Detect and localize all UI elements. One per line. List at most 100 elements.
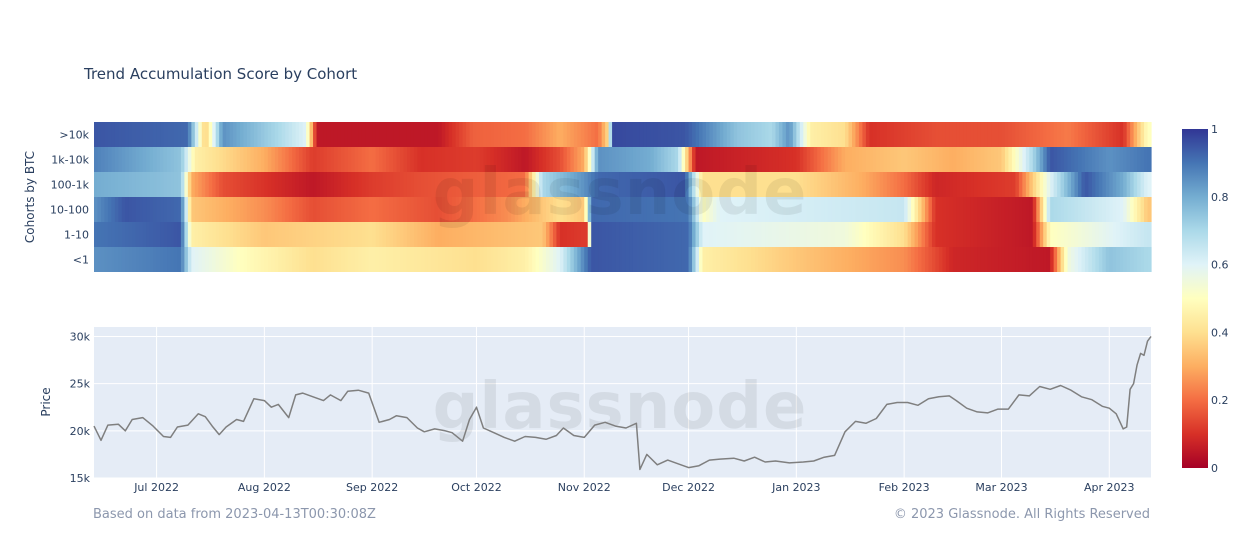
colorbar-tick-label: 0.4 — [1211, 326, 1229, 339]
heatmap-cell — [862, 197, 867, 222]
heatmap-cell — [320, 247, 325, 272]
heatmap-cell — [236, 247, 241, 272]
heatmap-cell — [135, 147, 140, 172]
heatmap-cell — [236, 122, 241, 147]
heatmap-cell — [1098, 122, 1103, 147]
heatmap-cell — [153, 122, 158, 147]
heatmap-cell — [180, 222, 185, 247]
heatmap-cell — [1071, 147, 1076, 172]
heatmap-cell — [1043, 147, 1048, 172]
heatmap-cell — [236, 147, 241, 172]
heatmap-cell — [1053, 172, 1058, 197]
x-tick-label: Jan 2023 — [771, 481, 820, 494]
heatmap-cell — [257, 222, 262, 247]
heatmap-cell — [973, 172, 978, 197]
heatmap-cell — [615, 147, 620, 172]
heatmap-cell — [525, 197, 530, 222]
heatmap-cell — [469, 122, 474, 147]
heatmap-cell — [170, 197, 175, 222]
heatmap-cell — [712, 197, 717, 222]
heatmap-cell — [500, 222, 505, 247]
heatmap-cell — [139, 247, 144, 272]
heatmap-cell — [1084, 122, 1090, 147]
heatmap-cell — [1053, 122, 1058, 147]
heatmap-cell — [434, 147, 439, 172]
heatmap-cell — [987, 147, 992, 172]
heatmap-cell — [772, 222, 777, 247]
heatmap-cell — [865, 122, 870, 147]
heatmap-cell — [281, 222, 286, 247]
heatmap-cell — [1081, 197, 1086, 222]
heatmap-cell — [469, 172, 474, 197]
heatmap-cell — [160, 122, 165, 147]
heatmap-cell — [396, 197, 401, 222]
heatmap-cell — [1053, 197, 1058, 222]
footer-source: Based on data from 2023-04-13T00:30:08Z — [93, 507, 376, 522]
heatmap-cell — [379, 247, 384, 272]
heatmap-cell — [462, 197, 467, 222]
heatmap-cell — [945, 172, 950, 197]
heatmap-cell — [438, 247, 443, 272]
heatmap-cell — [1140, 197, 1145, 222]
heatmap-cell — [813, 172, 818, 197]
heatmap-cell — [542, 147, 547, 172]
heatmap-cell — [577, 222, 582, 247]
heatmap-cell — [243, 222, 248, 247]
heatmap-cell — [226, 147, 231, 172]
heatmap-cell — [914, 122, 919, 147]
heatmap-cell — [1116, 122, 1121, 147]
heatmap-cell — [187, 172, 192, 197]
cohort-label: 100-1k — [51, 179, 90, 192]
heatmap-cell — [1036, 122, 1041, 147]
heatmap-cell — [382, 122, 387, 147]
heatmap-cell — [1095, 172, 1100, 197]
heatmap-cell — [288, 122, 293, 147]
heatmap-cell — [664, 147, 669, 172]
heatmap-cell — [198, 222, 203, 247]
heatmap-cell — [754, 247, 759, 272]
heatmap-cell — [354, 147, 359, 172]
heatmap-cell — [153, 247, 158, 272]
heatmap-cell — [1133, 222, 1138, 247]
heatmap-cell — [963, 197, 968, 222]
heatmap-cell — [389, 172, 394, 197]
heatmap-cell — [434, 197, 439, 222]
heatmap-cell — [751, 222, 756, 247]
heatmap-cell — [928, 222, 933, 247]
heatmap-cell — [730, 147, 735, 172]
heatmap-cell — [643, 147, 648, 172]
heatmap-cell — [483, 247, 488, 272]
heatmap-cell — [240, 122, 245, 147]
heatmap-cell — [709, 122, 714, 147]
heatmap-row — [94, 172, 1152, 197]
heatmap-cell — [1004, 197, 1010, 222]
heatmap-cell — [615, 222, 620, 247]
heatmap-cell — [678, 172, 683, 197]
heatmap-cell — [372, 122, 377, 147]
heatmap-cell — [1112, 122, 1117, 147]
heatmap-cell — [931, 197, 937, 222]
heatmap-cell — [455, 247, 460, 272]
heatmap-cell — [911, 147, 916, 172]
heatmap-cell — [577, 172, 582, 197]
heatmap-cell — [271, 222, 276, 247]
heatmap-cell — [945, 247, 950, 272]
heatmap-cell — [358, 247, 363, 272]
heatmap-cell — [1025, 247, 1030, 272]
x-tick-label: Jul 2022 — [133, 481, 179, 494]
heatmap-cell — [539, 172, 544, 197]
heatmap-cell — [1147, 197, 1152, 222]
heatmap-cell — [184, 222, 189, 247]
heatmap-cell — [243, 147, 248, 172]
heatmap-cell — [552, 247, 558, 272]
heatmap-cell — [1018, 247, 1023, 272]
heatmap-cell — [493, 222, 498, 247]
heatmap-cell — [806, 197, 811, 222]
heatmap-cell — [660, 222, 665, 247]
heatmap-cell — [841, 172, 846, 197]
heatmap-cell — [396, 247, 401, 272]
heatmap-cell — [236, 222, 241, 247]
heatmap-cell — [799, 247, 804, 272]
heatmap-cell — [111, 247, 116, 272]
heatmap-cell — [163, 197, 168, 222]
